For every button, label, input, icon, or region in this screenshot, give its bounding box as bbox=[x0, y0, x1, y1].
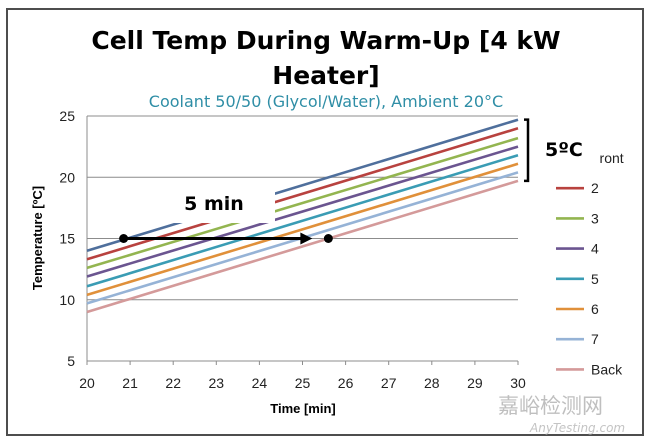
time-arrow-start-dot bbox=[119, 234, 129, 243]
legend-label-3: 3 bbox=[591, 210, 599, 226]
time-arrow-head bbox=[300, 232, 313, 245]
legend-label-back: Back bbox=[591, 361, 623, 377]
spread-brace bbox=[524, 118, 530, 183]
x-axis-label: Time [min] bbox=[270, 401, 336, 416]
x-tick-label: 21 bbox=[122, 375, 138, 391]
chart-title-line-2: Heater] bbox=[272, 61, 379, 90]
y-tick-label: 15 bbox=[59, 231, 75, 247]
series-line-front bbox=[86, 118, 519, 253]
time-arrow-end-dot bbox=[323, 234, 333, 243]
x-tick-label: 20 bbox=[79, 375, 95, 391]
series-line-3 bbox=[86, 136, 519, 270]
legend-label-7: 7 bbox=[591, 331, 599, 347]
x-tick-label: 23 bbox=[209, 375, 225, 391]
y-tick-label: 20 bbox=[59, 169, 75, 185]
chart-subtitle: Coolant 50/50 (Glycol/Water), Ambient 20… bbox=[149, 92, 503, 111]
series-lines bbox=[86, 118, 519, 314]
series-line-back bbox=[86, 179, 519, 314]
spread-annotation-label: 5ºC bbox=[545, 139, 583, 161]
y-tick-label: 5 bbox=[67, 353, 75, 369]
spread-label-background bbox=[538, 131, 600, 169]
series-line-6 bbox=[86, 162, 519, 297]
axes: 5 10 15 20 25 20 21 22 23 24 25 26 27 28 29 30 bbox=[59, 108, 526, 391]
watermark-chinese: 嘉峪检测网 bbox=[498, 394, 603, 418]
x-tick-label: 22 bbox=[165, 375, 181, 391]
time-annotation-label: 5 min bbox=[184, 193, 244, 215]
time-label-background bbox=[163, 187, 275, 223]
annotations: 5 min 5ºC bbox=[119, 118, 600, 245]
series-line-4 bbox=[86, 145, 519, 278]
legend-label-4: 4 bbox=[591, 241, 599, 257]
y-tick-label: 25 bbox=[59, 108, 75, 124]
x-tick-label: 29 bbox=[467, 375, 483, 391]
series-line-5 bbox=[86, 153, 519, 288]
y-axis-label: Temperature [ºC] bbox=[30, 186, 45, 290]
x-tick-label: 24 bbox=[252, 375, 268, 391]
x-tick-label: 26 bbox=[338, 375, 354, 391]
x-tick-label: 30 bbox=[510, 375, 526, 391]
y-tick-label: 10 bbox=[59, 292, 75, 308]
legend-label-2: 2 bbox=[591, 180, 599, 196]
x-tick-label: 25 bbox=[295, 375, 311, 391]
legend-label-5: 5 bbox=[591, 271, 599, 287]
watermark-english: AnyTesting.com bbox=[529, 421, 625, 435]
x-tick-label: 27 bbox=[381, 375, 397, 391]
legend-label-6: 6 bbox=[591, 301, 599, 317]
x-tick-label: 28 bbox=[424, 375, 440, 391]
chart-title-line-1: Cell Temp During Warm-Up [4 kW bbox=[91, 26, 560, 55]
